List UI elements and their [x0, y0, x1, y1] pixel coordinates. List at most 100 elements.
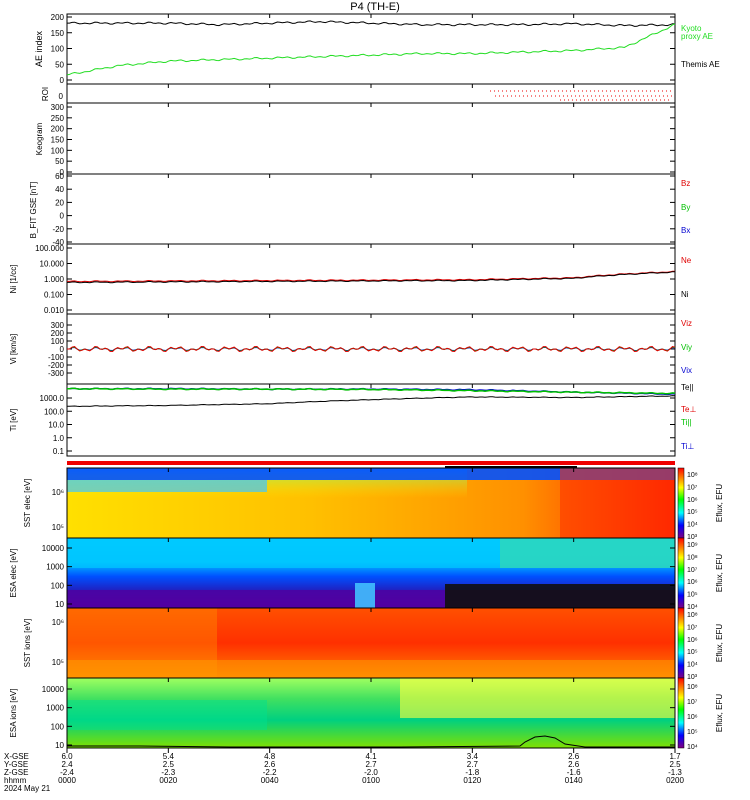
te-par-line [67, 395, 676, 408]
keogram-tick-label: 100 [51, 146, 65, 155]
esa-ions-cbar-tick: 10⁴ [687, 744, 698, 751]
x-tick-zgse: -1.8 [465, 768, 479, 777]
esa-ions-cbar-tick: 10⁵ [687, 729, 698, 736]
x-tick-zgse: -1.6 [567, 768, 581, 777]
x-tick-hhmm: 0000 [58, 776, 76, 785]
esa-ions-tick-label: 10000 [42, 685, 65, 694]
sst-ions-cbar-ticks: 10⁸ 10⁷ 10⁶ 10⁵ 10⁴ 10³ [687, 612, 698, 681]
kyoto-ae-line [66, 23, 676, 76]
x-tick-xgse: 6.0 [61, 752, 73, 761]
x-tick-ygse: 2.5 [163, 760, 175, 769]
sst-ions-cbar-label: Eflux, EFU [715, 624, 724, 662]
sst-ions-cbar-tick: 10³ [687, 674, 698, 681]
sst-ions-cbar-tick: 10⁴ [687, 662, 698, 669]
x-tick-zgse: -2.3 [161, 768, 175, 777]
sst-ions-panel: SST ions [eV] 10⁶ 10⁵ Eflux, EFU 10⁸10⁷1… [23, 607, 724, 681]
esa-elec-cbar-label: Eflux, EFU [715, 554, 724, 592]
sst-elec-ytick-1: 10⁶ [52, 488, 64, 497]
esa-ions-cbar-tick: 10⁸ [687, 684, 698, 691]
esa-ions-cbar-tick: 10⁶ [687, 714, 698, 721]
xrow-label-hhmm: hhmm [4, 776, 27, 785]
keogram-tick-label: 200 [51, 125, 65, 134]
velocity-tick-label: -100 [48, 353, 65, 362]
density-yticks: 100.000 10.000 1.000 0.100 0.010 [35, 244, 675, 315]
x-tick-hhmm: 0100 [362, 776, 380, 785]
sst-elec-cbar-tick: 10⁵ [687, 509, 698, 516]
x-tick-xgse: 4.1 [365, 752, 377, 761]
x-tick-xgse: 2.6 [568, 752, 580, 761]
ae-legend-proxy: proxy AE [681, 32, 713, 41]
x-tick-hhmm: 0040 [261, 776, 279, 785]
esa-elec-cbar-tick: 10⁷ [687, 567, 698, 574]
x-tick-ygse: 2.5 [669, 760, 681, 769]
temp-legend-tipar: Ti|| [681, 418, 692, 427]
xrow-label-xgse: X-GSE [4, 752, 29, 761]
bfield-tick-label: -20 [52, 225, 64, 234]
xrow-label-date: 2024 May 21 [4, 784, 51, 793]
temp-legend-teperp: Te⊥ [681, 405, 696, 414]
velocity-tick-label: 300 [51, 321, 65, 330]
velocity-ylabel: Vi [km/s] [9, 334, 18, 365]
esa-elec-tick-label: 1000 [46, 563, 64, 572]
themis-ae-line [67, 20, 676, 27]
viz-line [67, 345, 676, 353]
ae-tick-label: 0 [60, 76, 65, 85]
esa-elec-cbar-tick: 10⁶ [687, 579, 698, 586]
bfield-legend-bz: Bz [681, 179, 690, 188]
x-tick-ygse: 2.4 [61, 760, 73, 769]
temp-panel: Ti [eV] 1000.0 100.0 10.0 1.0 0.1 Te|| Te⊥ T… [9, 383, 696, 457]
sst-elec-ytick-2: 10⁵ [52, 523, 64, 532]
x-tick-xgse: 1.7 [669, 752, 681, 761]
bfield-ylabel: B_FIT GSE [nT] [29, 182, 38, 239]
density-legend-ni: Ni [681, 290, 689, 299]
velocity-legend-viz: Viz [681, 319, 692, 328]
ae-panel: AE index 200 150 100 50 0 Kyoto proxy AE The… [34, 13, 720, 85]
sst-elec-cbar-ticks: 10⁸ 10⁷ 10⁶ 10⁵ 10⁴ 10³ [687, 472, 698, 541]
plot-title: P4 (TH-E) [350, 1, 400, 13]
temp-ylabel: Ti [eV] [9, 409, 18, 432]
density-tick-label: 0.010 [44, 306, 65, 315]
x-tick-xgse: 3.4 [467, 752, 479, 761]
ae-legend-themis: Themis AE [681, 60, 720, 69]
esa-ions-cbar-tick: 10⁷ [687, 699, 698, 706]
sst-elec-ylabel: SST elec [eV] [23, 479, 32, 528]
roi-ytick: 0 [59, 92, 64, 101]
velocity-tick-label: 200 [51, 329, 65, 338]
esa-elec-cbar-tick: 10⁴ [687, 604, 698, 611]
sst-ions-cbar-tick: 10⁸ [687, 612, 698, 619]
temp-tick-label: 10.0 [48, 421, 64, 430]
sst-elec-cbar-tick: 10⁷ [687, 484, 698, 491]
esa-ions-tick-label: 10 [55, 741, 64, 750]
sst-ions-ytick-2: 10⁵ [52, 658, 64, 667]
esa-elec-yticks: 10000 1000 100 10 [42, 544, 675, 609]
keogram-tick-label: 300 [51, 103, 65, 112]
x-axis-row-labels: X-GSE Y-GSE Z-GSE hhmm 2024 May 21 [4, 752, 51, 793]
bfield-tick-label: 60 [55, 172, 64, 181]
esa-elec-cbar-tick: 10⁹ [687, 542, 698, 549]
roi-ylabel: ROI [41, 87, 50, 101]
ni-line [67, 271, 675, 284]
ae-ylabel: AE index [34, 30, 44, 67]
velocity-legend-vix: Vix [681, 366, 692, 375]
ae-legend-kyoto: Kyoto [681, 24, 702, 33]
esa-elec-cbar-tick: 10⁸ [687, 554, 698, 561]
x-tick-zgse: -2.2 [263, 768, 277, 777]
ae-yticks: 200 150 100 50 0 [51, 13, 675, 85]
x-tick-xgse: 4.8 [264, 752, 276, 761]
bfield-legend-by: By [681, 203, 690, 212]
bfield-tick-label: 20 [55, 198, 64, 207]
density-tick-label: 0.100 [44, 291, 65, 300]
temp-tick-label: 0.1 [53, 447, 65, 456]
density-tick-label: 10.000 [40, 260, 65, 269]
x-tick-hhmm: 0020 [159, 776, 177, 785]
esa-elec-tick-label: 10000 [42, 544, 65, 553]
sst-elec-cbar-tick: 10⁸ [687, 472, 698, 479]
bfield-tick-label: 40 [55, 185, 64, 194]
esa-ions-yticks: 10000 1000 100 10 [42, 685, 675, 750]
